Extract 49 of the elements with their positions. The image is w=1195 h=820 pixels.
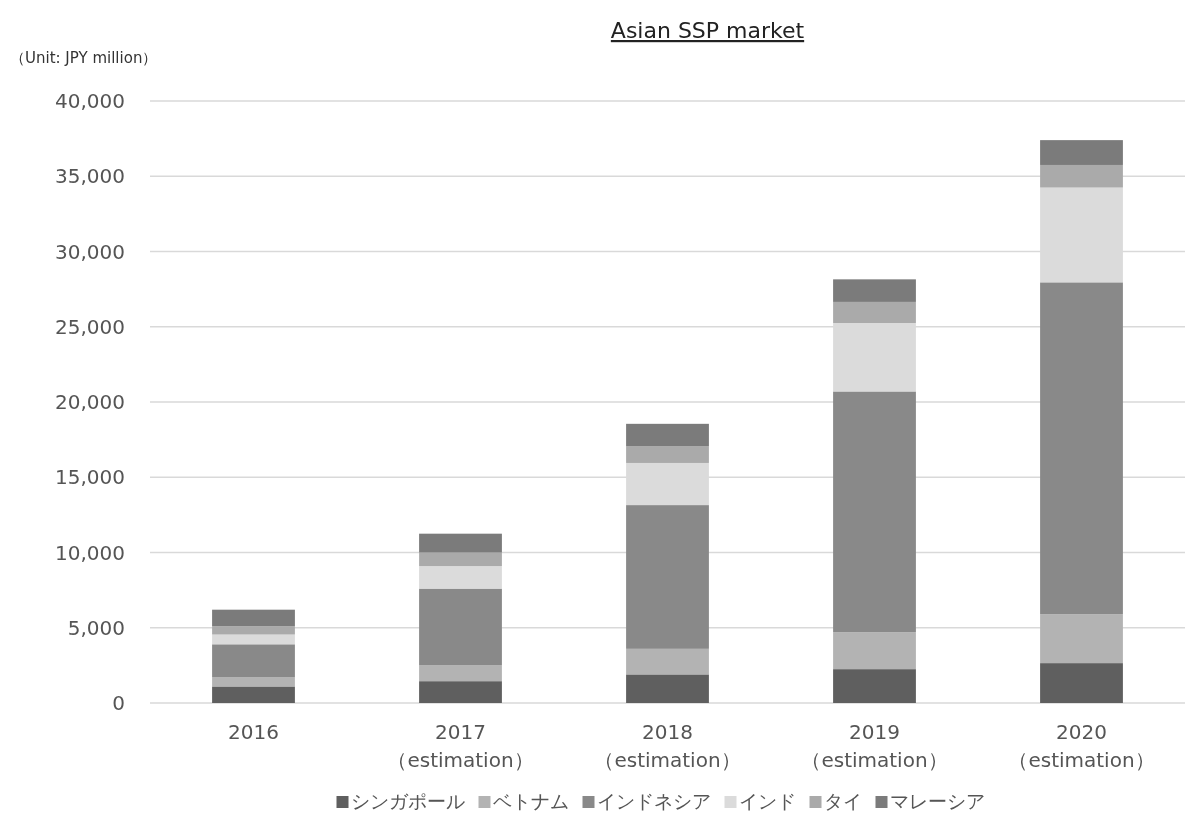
legend-label: インド bbox=[738, 790, 796, 812]
y-tick-label: 15,000 bbox=[55, 465, 125, 490]
chart-title: Asian SSP market bbox=[610, 18, 805, 43]
bar bbox=[833, 669, 916, 703]
y-tick-label: 5,000 bbox=[67, 615, 125, 640]
bar bbox=[626, 648, 709, 675]
x-tick-label: 2017 （estimation） bbox=[387, 720, 534, 772]
y-tick-label: 35,000 bbox=[55, 164, 125, 189]
bar bbox=[212, 626, 295, 635]
bar bbox=[1040, 614, 1123, 664]
y-tick-label: 40,000 bbox=[55, 89, 125, 113]
legend-label: タイ bbox=[823, 790, 862, 812]
bar bbox=[419, 533, 502, 553]
bar bbox=[626, 446, 709, 463]
legend-label: ベトナム bbox=[492, 790, 569, 812]
bar bbox=[212, 677, 295, 687]
bar bbox=[212, 686, 295, 703]
legend-label: シンガポール bbox=[350, 790, 465, 812]
bar bbox=[833, 301, 916, 323]
bar bbox=[1040, 663, 1123, 703]
bar bbox=[212, 609, 295, 627]
x-tick-label: 2018 （estimation） bbox=[594, 720, 741, 772]
x-tick-label: 2016 bbox=[228, 720, 279, 744]
bar bbox=[833, 632, 916, 670]
bar bbox=[833, 391, 916, 633]
bar bbox=[626, 423, 709, 447]
bar bbox=[419, 588, 502, 666]
bar bbox=[212, 644, 295, 678]
y-tick-label: 25,000 bbox=[55, 314, 125, 339]
y-tick-label: 20,000 bbox=[55, 390, 125, 414]
bar bbox=[212, 634, 295, 645]
bar bbox=[1040, 282, 1123, 615]
bar bbox=[419, 552, 502, 567]
y-tick-label: 30,000 bbox=[55, 239, 125, 264]
bar bbox=[419, 681, 502, 703]
x-tick-label: 2020 （estimation） bbox=[1008, 720, 1155, 772]
y-tick-label: 0 bbox=[112, 691, 125, 715]
bar bbox=[1040, 140, 1123, 165]
bar bbox=[833, 279, 916, 302]
bar bbox=[626, 674, 709, 703]
x-tick-label: 2019 （estimation） bbox=[801, 720, 948, 772]
y-tick-label: 10,000 bbox=[55, 540, 125, 565]
bar bbox=[419, 566, 502, 589]
legend-label: インドネシア bbox=[596, 790, 711, 812]
bar bbox=[1040, 164, 1123, 188]
bar bbox=[419, 665, 502, 682]
bar bbox=[626, 505, 709, 649]
y-axis-title: （Unit: JPY million） bbox=[10, 49, 158, 67]
legend-label: マレーシア bbox=[889, 790, 985, 812]
